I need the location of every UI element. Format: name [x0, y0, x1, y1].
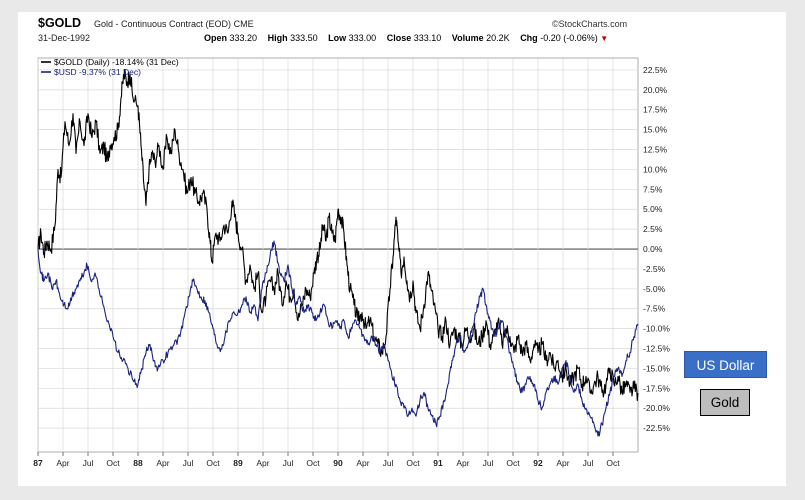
x-tick-label: Jul: [383, 458, 394, 468]
x-tick-label: Apr: [556, 458, 569, 468]
x-tick-label: 92: [533, 458, 543, 468]
y-tick-label: 22.5%: [643, 65, 668, 75]
y-tick-label: 17.5%: [643, 105, 668, 115]
legend-label: $USD -9.37% (31 Dec): [54, 67, 141, 77]
y-tick-label: -15.0%: [643, 363, 670, 373]
gold-series-line: [37, 69, 639, 402]
y-tick-label: -12.5%: [643, 344, 670, 354]
usd-tag: US Dollar: [684, 351, 767, 378]
x-tick-label: 88: [133, 458, 143, 468]
y-tick-label: 0.0%: [643, 244, 663, 254]
chart-ticker: $GOLD: [38, 16, 82, 30]
x-tick-label: Jul: [583, 458, 594, 468]
chg-value: -0.20 (-0.06%): [540, 33, 598, 43]
exchange-text: CME: [233, 19, 254, 29]
x-tick-label: Oct: [406, 458, 420, 468]
usd-series-line: [37, 240, 639, 437]
series-layer: [37, 69, 639, 437]
y-tick-label: 7.5%: [643, 184, 663, 194]
x-tick-label: 87: [33, 458, 43, 468]
chart-date: 31-Dec-1992: [38, 33, 91, 43]
x-tick-label: Apr: [456, 458, 469, 468]
x-tick-label: Apr: [356, 458, 369, 468]
x-tick-label: Jul: [283, 458, 294, 468]
x-tick-label: Oct: [106, 458, 120, 468]
chart-card: $GOLD Gold - Continuous Contract (EOD) C…: [18, 12, 786, 486]
high-label: High: [267, 33, 288, 43]
chg-label: Chg: [520, 33, 538, 43]
y-tick-label: 12.5%: [643, 145, 668, 155]
x-tick-label: 89: [233, 458, 243, 468]
high-value: 333.50: [290, 33, 318, 43]
chart-description: Gold - Continuous Contract (EOD) CME: [94, 19, 254, 29]
y-tick-label: -2.5%: [643, 264, 666, 274]
volume-value: 20.2K: [486, 33, 510, 43]
x-tick-label: Apr: [156, 458, 169, 468]
close-value: 333.10: [413, 33, 442, 43]
close-label: Close: [386, 33, 412, 43]
ohlc-readout: Open 333.20 High 333.50 Low 333.00 Close…: [204, 33, 608, 43]
open-label: Open: [204, 33, 228, 43]
y-tick-label: -5.0%: [643, 284, 666, 294]
x-tick-label: Jul: [483, 458, 494, 468]
y-tick-label: 20.0%: [643, 85, 668, 95]
y-tick-label: -22.5%: [643, 423, 670, 433]
x-tick-label: Apr: [56, 458, 69, 468]
x-tick-label: Oct: [506, 458, 520, 468]
gold-tag: Gold: [700, 389, 750, 416]
x-tick-label: 91: [433, 458, 443, 468]
y-tick-label: -17.5%: [643, 383, 670, 393]
y-tick-label: -10.0%: [643, 324, 670, 334]
y-tick-label: 5.0%: [643, 204, 663, 214]
volume-label: Volume: [451, 33, 484, 43]
x-tick-label: Oct: [206, 458, 220, 468]
brand-credit[interactable]: ©StockCharts.com: [552, 19, 628, 29]
grid-layer: [37, 57, 639, 453]
legend-layer: $GOLD (Daily) -18.14% (31 Dec)$USD -9.37…: [41, 57, 179, 77]
axis-layer: 22.5% 20.0% 17.5% 15.0% 12.5% 10.0% 7.5% 5.0% 2.…: [33, 65, 670, 468]
y-tick-label: 2.5%: [643, 224, 663, 234]
description-text: Gold - Continuous Contract (EOD): [94, 19, 232, 29]
low-value: 333.00: [348, 33, 377, 43]
y-tick-label: -20.0%: [643, 403, 670, 413]
y-tick-label: 10.0%: [643, 164, 668, 174]
x-tick-label: Oct: [306, 458, 320, 468]
x-tick-label: 90: [333, 458, 343, 468]
legend-label: $GOLD (Daily) -18.14% (31 Dec): [54, 57, 179, 67]
open-value: 333.20: [229, 33, 258, 43]
down-arrow-icon: ▼: [600, 34, 609, 43]
y-tick-label: -7.5%: [643, 304, 666, 314]
line-chart: 22.5% 20.0% 17.5% 15.0% 12.5% 10.0% 7.5% 5.0% 2.…: [33, 57, 670, 468]
x-tick-label: Jul: [183, 458, 194, 468]
low-label: Low: [328, 33, 347, 43]
x-tick-label: Oct: [606, 458, 620, 468]
x-tick-label: Jul: [83, 458, 94, 468]
x-tick-label: Apr: [256, 458, 269, 468]
y-tick-label: 15.0%: [643, 125, 668, 135]
